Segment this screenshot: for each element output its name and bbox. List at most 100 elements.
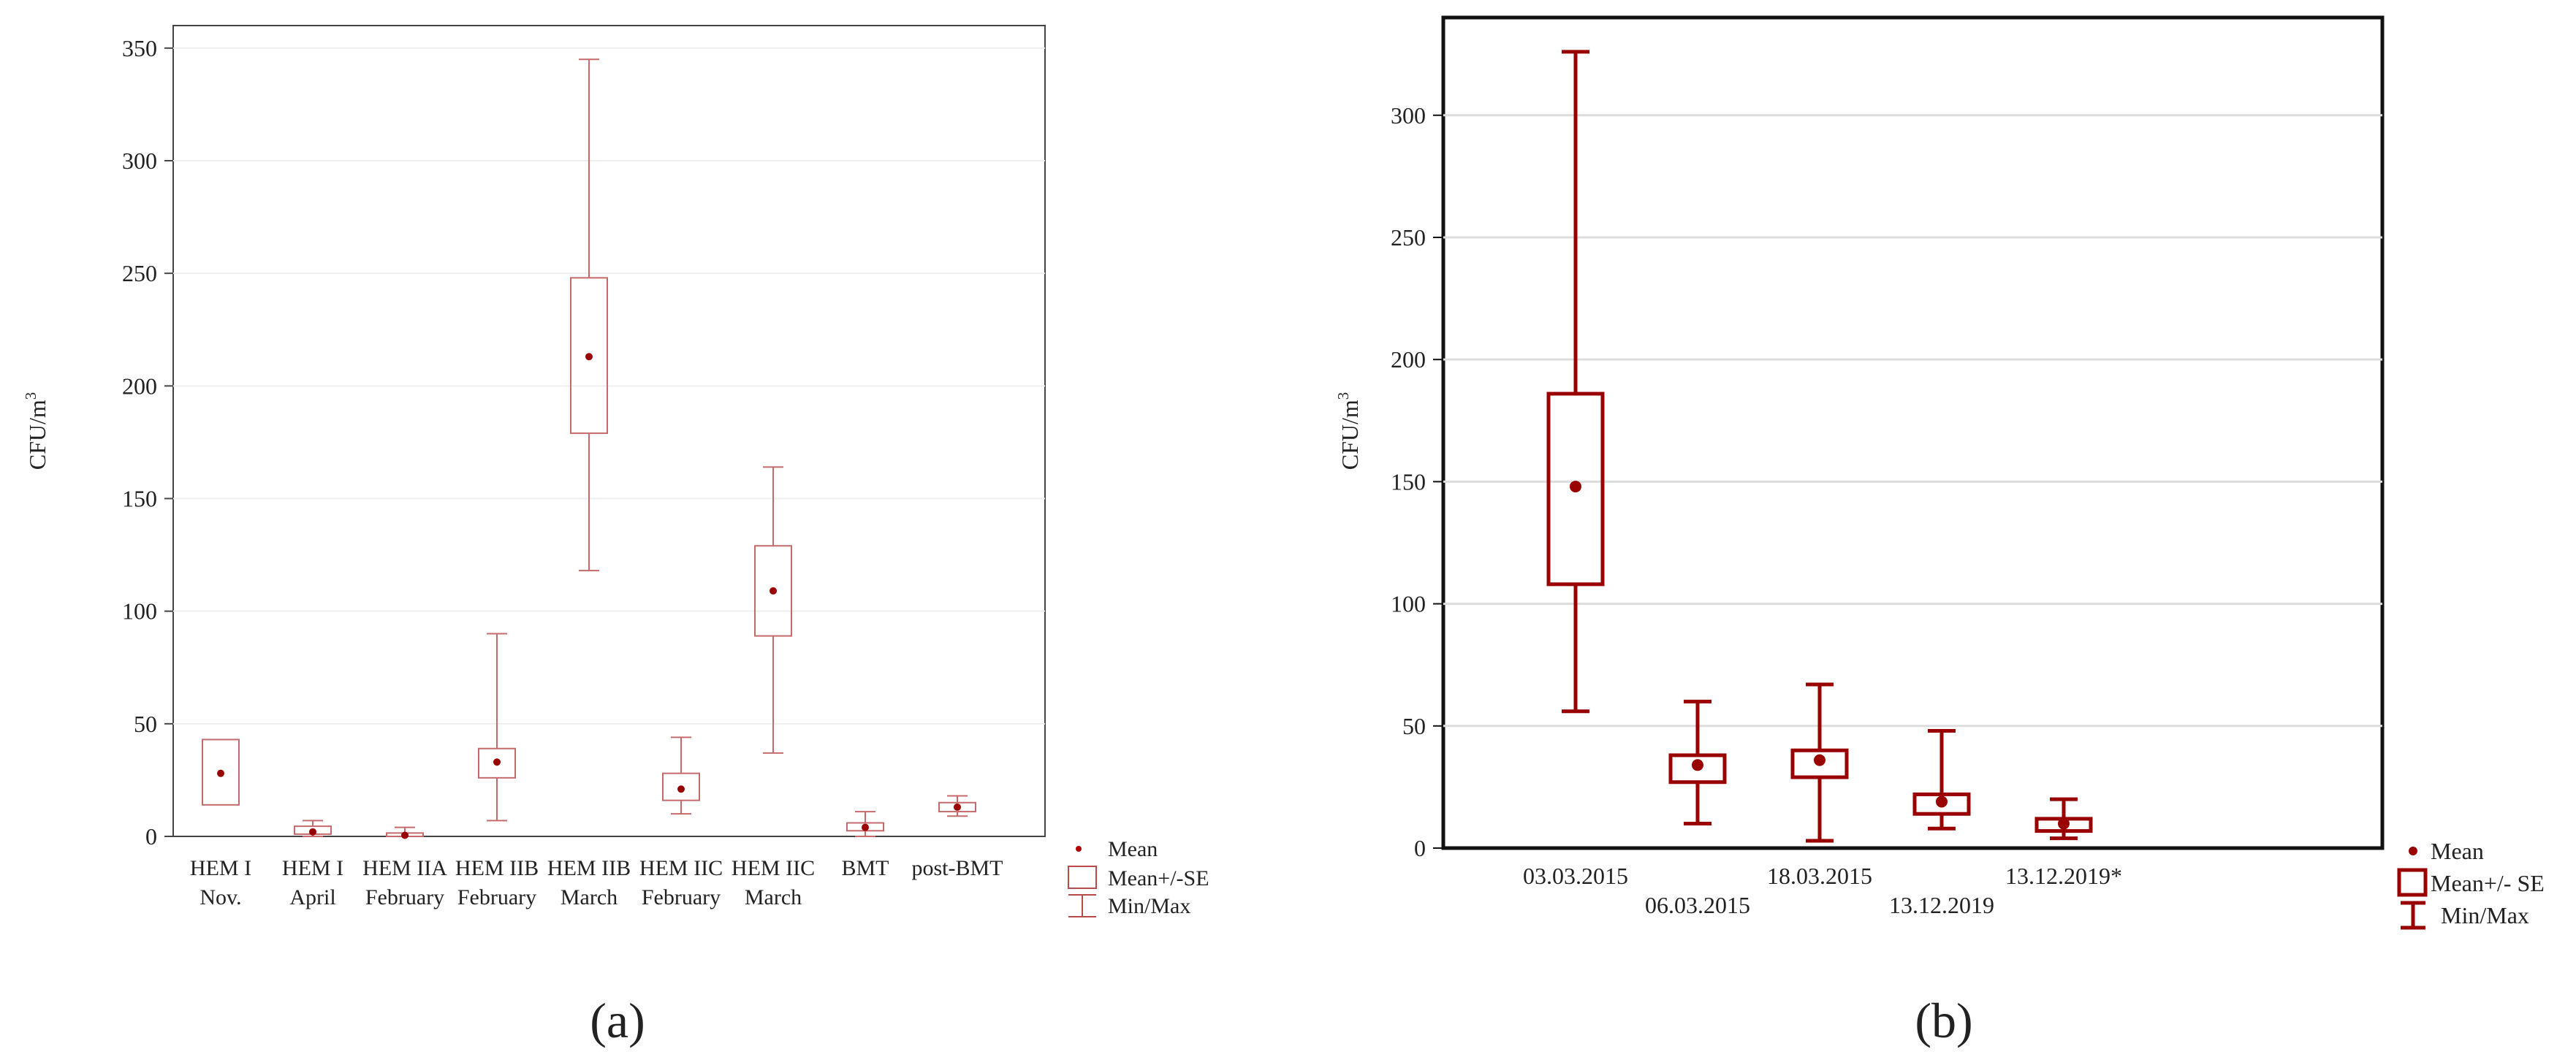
category-label: HEM I	[282, 856, 343, 880]
category-label: 13.12.2019	[1889, 892, 1994, 918]
box-group	[570, 58, 608, 572]
category-label: 06.03.2015	[1645, 892, 1750, 918]
category-label: March	[561, 885, 618, 909]
category-label: February	[642, 885, 721, 909]
category-labels-a: HEM I Nov. HEM I April HEM IIA February HEM II…	[190, 856, 1003, 909]
se-box	[662, 772, 700, 801]
legend-minmax-marker-b	[2401, 901, 2425, 930]
mean-point	[1814, 754, 1825, 766]
gridlines-a	[173, 47, 1045, 725]
mean-point	[1692, 759, 1703, 771]
category-label: HEM I	[190, 856, 251, 880]
se-box	[570, 277, 608, 435]
mean-point	[770, 587, 777, 595]
box-group	[1912, 728, 1971, 831]
se-box	[1546, 392, 1605, 587]
y-tick-label: 350	[122, 35, 157, 61]
legend-minmax-label-a: Min/Max	[1108, 894, 1190, 918]
y-axis-label-a: CFU/m3	[22, 392, 50, 470]
category-label: HEM IIA	[362, 856, 447, 880]
category-label: 03.03.2015	[1523, 863, 1628, 889]
box-group	[1668, 699, 1727, 826]
plot-area-a	[172, 25, 1046, 837]
y-tick-label: 200	[122, 373, 157, 399]
category-label: February	[457, 885, 536, 909]
category-label: HEM IIC	[732, 856, 815, 880]
box-group	[1790, 682, 1849, 843]
y-axis-label-b: CFU/m3	[1334, 392, 1363, 470]
box-group	[478, 633, 516, 822]
category-label: April	[289, 885, 335, 909]
y-tick-label: 150	[122, 486, 157, 512]
box-group	[2034, 797, 2093, 841]
y-tick-label: 250	[1391, 224, 1426, 251]
se-box	[202, 739, 240, 806]
se-box	[754, 545, 792, 637]
legend-mean-marker-a	[1076, 846, 1082, 852]
plot-area-b	[1441, 15, 2385, 850]
y-tick-label: 150	[1391, 468, 1426, 495]
y-tick-label: 300	[122, 148, 157, 174]
se-box	[1668, 753, 1727, 785]
legend-se-label-b: Mean+/- SE	[2431, 870, 2545, 896]
mean-point	[401, 831, 409, 839]
category-label: HEM IIB	[547, 856, 631, 880]
legend-minmax-label-b: Min/Max	[2441, 902, 2529, 928]
panel-label-a: (a)	[590, 993, 645, 1048]
chart-panel-a: 0 50 100 150 200 250 300 350 HEM I Nov. HEM I Apri…	[22, 25, 1209, 1048]
y-tick-label: 200	[1391, 346, 1426, 373]
mean-point	[862, 823, 869, 831]
boxes-b	[1546, 50, 2093, 843]
y-ticks-a: 0 50 100 150 200 250 300 350	[122, 35, 173, 850]
legend-mean-marker-b	[2409, 847, 2417, 855]
mean-point	[2058, 817, 2070, 830]
y-tick-label: 0	[145, 823, 157, 850]
se-box	[478, 747, 516, 779]
box-group	[938, 795, 976, 817]
mean-point	[1936, 795, 1948, 808]
legend-mean-label-a: Mean	[1108, 837, 1158, 861]
category-labels-b: 03.03.2015 06.03.2015 18.03.2015 13.12.2019…	[1523, 863, 2122, 918]
panel-label-b: (b)	[1915, 993, 1972, 1048]
category-label: February	[365, 885, 444, 909]
box-group	[846, 811, 884, 837]
gridlines-b	[1443, 114, 2382, 728]
category-label: BMT	[841, 856, 889, 880]
legend-mean-label-b: Mean	[2431, 838, 2484, 864]
category-label: HEM IIB	[455, 856, 539, 880]
legend-minmax-marker-a	[1068, 894, 1096, 917]
mean-point	[954, 803, 961, 811]
box-group	[386, 826, 424, 839]
y-tick-label: 100	[1391, 591, 1426, 617]
legend-a: Mean Mean+/-SE Min/Max	[1068, 837, 1209, 918]
box-group	[1546, 50, 1605, 714]
legend-se-label-a: Mean+/-SE	[1108, 866, 1209, 890]
se-box	[1790, 748, 1849, 779]
category-label: 13.12.2019*	[2005, 863, 2122, 889]
se-box	[1912, 792, 1971, 816]
category-label: HEM IIC	[639, 856, 723, 880]
category-label: Nov.	[200, 885, 241, 909]
box-group	[202, 739, 240, 806]
mean-point	[217, 769, 224, 777]
chart-panel-b: 0 50 100 150 200 250 300 03.03.2015 06.03.2015 1…	[1334, 15, 2545, 1048]
y-tick-label: 250	[122, 260, 157, 286]
mean-point	[677, 785, 685, 793]
y-tick-label: 50	[1402, 713, 1426, 739]
box-group	[662, 736, 700, 815]
boxes-a	[202, 58, 976, 839]
y-ticks-b: 0 50 100 150 200 250 300	[1391, 102, 1443, 861]
mean-point	[493, 758, 501, 766]
mean-point	[585, 353, 593, 361]
legend-b: Mean Mean+/- SE Min/Max	[2397, 838, 2545, 930]
y-tick-label: 0	[1414, 835, 1426, 861]
y-tick-label: 50	[134, 711, 157, 737]
se-box	[938, 801, 976, 813]
category-label: post-BMT	[911, 856, 1003, 880]
legend-se-marker-a	[1068, 866, 1097, 889]
mean-point	[1570, 481, 1581, 493]
box-group	[754, 466, 792, 754]
category-label: March	[745, 885, 802, 909]
mean-point	[309, 828, 316, 836]
